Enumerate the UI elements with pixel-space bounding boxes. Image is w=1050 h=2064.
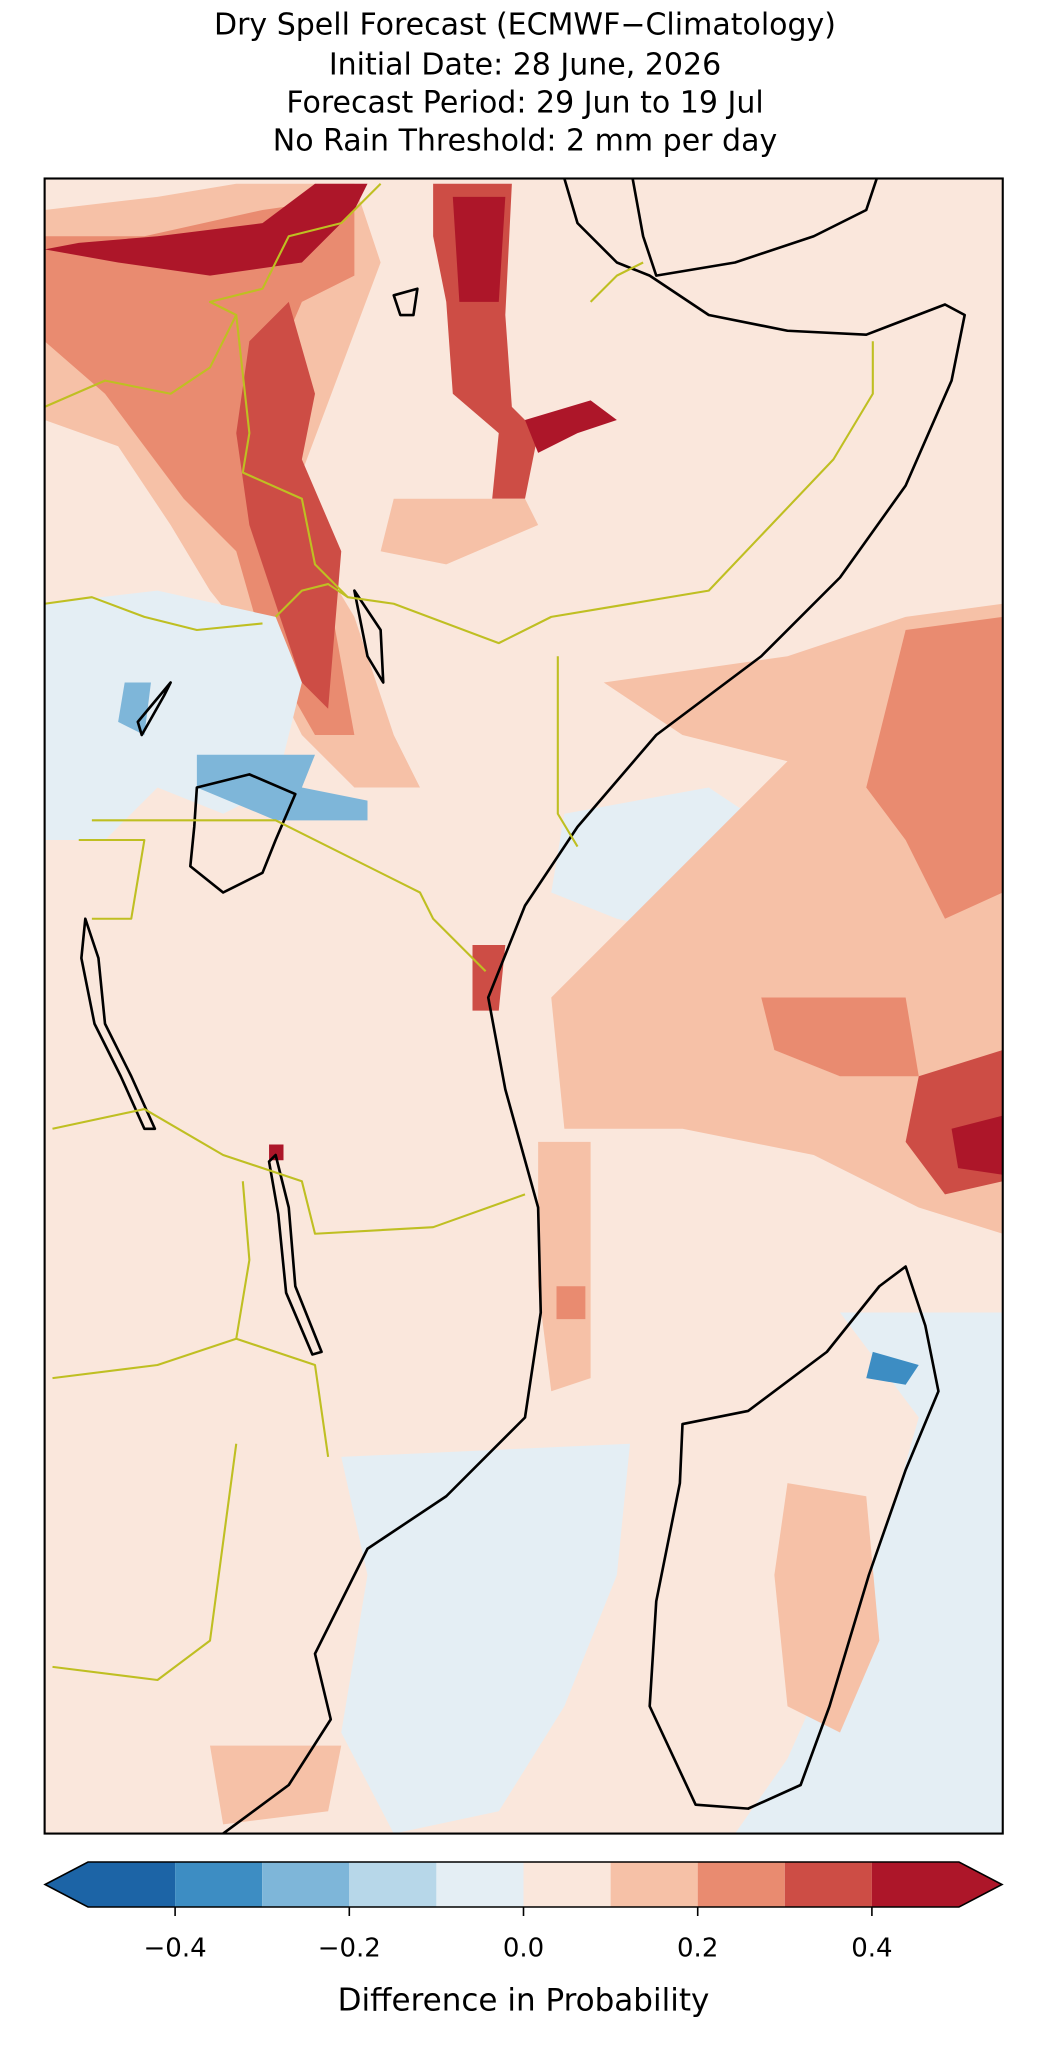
title-line: No Rain Threshold: 2 mm per day <box>273 124 777 159</box>
lake-tanganyika <box>80 917 157 1131</box>
colorbar-segment <box>88 1862 176 1907</box>
lake-victoria <box>189 773 297 894</box>
colorbar-segment <box>871 1862 959 1907</box>
title-line: Dry Spell Forecast (ECMWF−Climatology) <box>214 8 836 43</box>
colorbar-extend-max <box>959 1862 1002 1907</box>
colorbar-tick-label: 0.4 <box>851 1934 892 1964</box>
colorbar-segment <box>610 1862 698 1907</box>
title-line: Initial Date: 28 June, 2026 <box>329 48 721 83</box>
borders <box>44 183 874 1682</box>
colorbar-segment <box>175 1862 263 1907</box>
colorbar-segment <box>697 1862 785 1907</box>
colorbar-segment <box>262 1862 350 1907</box>
colorbar-tick-label: −0.2 <box>318 1934 381 1964</box>
map <box>43 177 1004 1835</box>
colorbar-segment <box>436 1862 524 1907</box>
map-frame <box>43 177 1004 1835</box>
colorbar-segment <box>523 1862 611 1907</box>
title-line: Forecast Period: 29 Jun to 19 Jul <box>286 86 763 121</box>
lake-malawi <box>267 1153 323 1356</box>
coastline <box>222 178 966 1834</box>
coastline <box>631 178 878 277</box>
colorbar-segment <box>784 1862 872 1907</box>
colorbar-extend-min <box>45 1862 88 1907</box>
colorbar-segment <box>349 1862 437 1907</box>
madagascar <box>648 1265 940 1810</box>
lake <box>136 287 419 737</box>
colorbar-label: Difference in Probability <box>338 1983 710 2019</box>
colorbar-tick-label: −0.4 <box>144 1934 207 1964</box>
colorbar-outline <box>43 1861 1004 1908</box>
colorbar-tick-label: 0.2 <box>677 1934 718 1964</box>
colorbar-tick-label: 0.0 <box>503 1934 544 1964</box>
